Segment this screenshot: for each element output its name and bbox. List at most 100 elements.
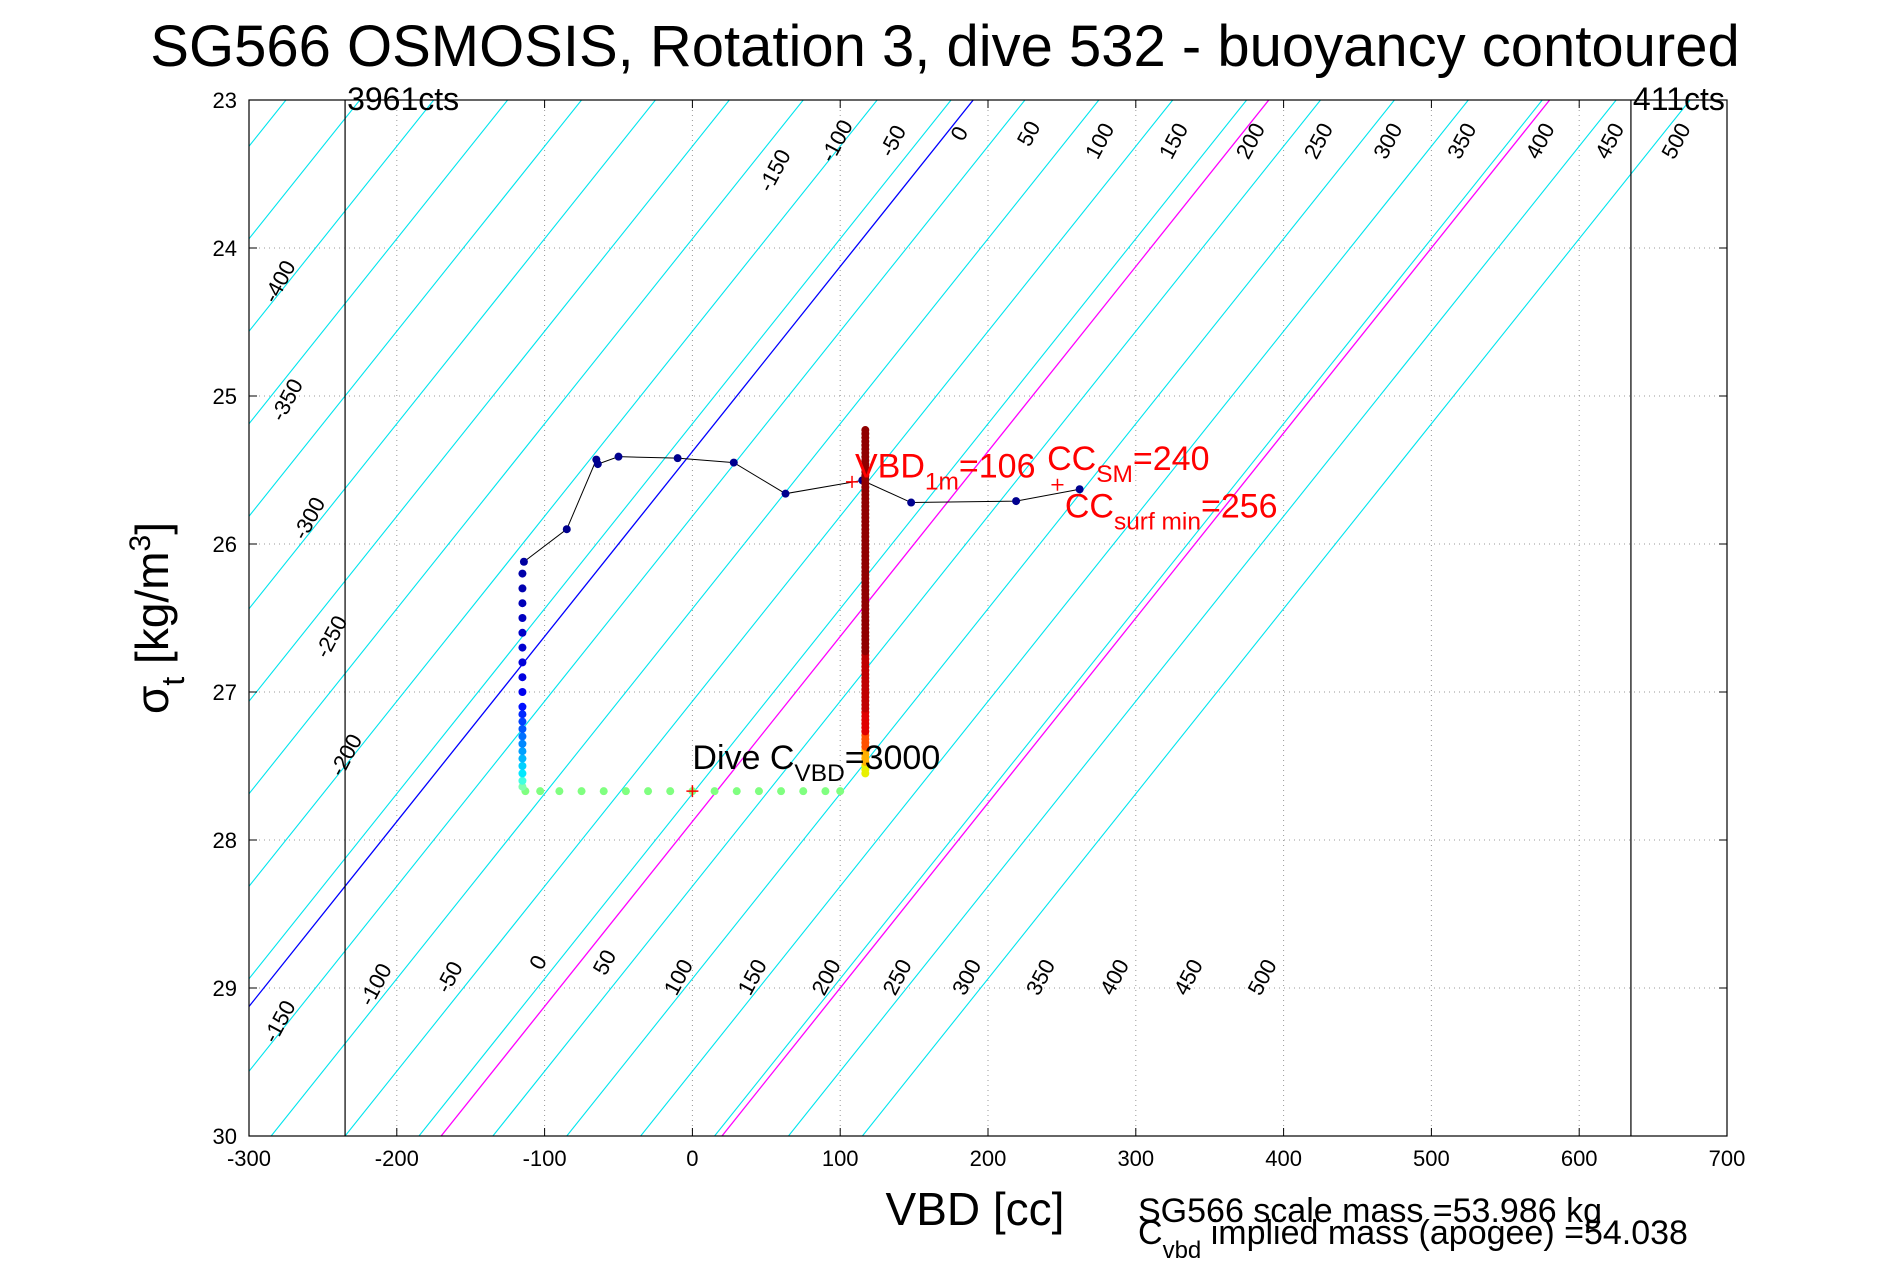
contour-label: 50 <box>588 946 622 979</box>
dive-point <box>518 702 527 711</box>
footer-implied-mass: Cvbd implied mass (apogee) =54.038 <box>1138 1214 1688 1262</box>
count-lines: 3961cts 411cts <box>344 81 1725 1136</box>
dive-point <box>518 584 527 593</box>
contour-label: 100 <box>659 955 698 999</box>
x-tick-label: 500 <box>1413 1146 1450 1171</box>
dive-point <box>754 787 763 796</box>
dive-point <box>518 658 527 667</box>
contour-label: -300 <box>288 493 331 544</box>
contour-line <box>0 100 212 1136</box>
dive-point <box>518 628 527 637</box>
y-axis-label-close: ] <box>126 522 178 535</box>
contour-label: 400 <box>1520 119 1559 163</box>
dive-point <box>614 452 623 461</box>
dive-point <box>710 787 719 796</box>
dive-point <box>518 762 527 770</box>
dive-point <box>518 769 527 778</box>
annotation-base: Dive C <box>692 739 794 777</box>
contour-label: 50 <box>1012 117 1046 150</box>
dive-point <box>536 787 545 796</box>
y-axis-label: σt [kg/m3] <box>124 522 191 714</box>
contour-line <box>861 100 1691 1136</box>
contour-line <box>249 100 952 980</box>
highlight-contour-line <box>721 100 1551 1136</box>
dive-point <box>621 787 630 796</box>
dive-point <box>518 614 527 622</box>
y-axis-ticks: 23 24 25 26 27 28 29 30 <box>213 88 1727 1149</box>
annotation-label: Dive CVBD=3000 <box>692 739 940 787</box>
contour-line <box>249 100 1026 1073</box>
contour-line <box>344 100 1174 1136</box>
contour-label: 250 <box>1299 119 1338 163</box>
highlight-contour-line <box>249 100 974 1008</box>
annotation-label: VBD1m=106 <box>855 447 1036 495</box>
x-tick-label: 200 <box>970 1146 1007 1171</box>
count-line-label: 411cts <box>1633 81 1725 117</box>
x-tick-label: 0 <box>686 1146 698 1171</box>
marker-plus <box>686 785 699 798</box>
y-axis-label-unit: [kg/m <box>126 551 178 676</box>
climb-point <box>861 426 870 435</box>
y-axis-label-sub: t <box>155 677 191 686</box>
dive-point <box>518 643 527 652</box>
x-axis-label: VBD [cc] <box>886 1183 1065 1235</box>
y-tick-label: 24 <box>213 236 237 261</box>
contour-label: 500 <box>1656 119 1695 163</box>
footer-implied-base: C <box>1138 1214 1163 1252</box>
annotation-value: =3000 <box>845 739 941 777</box>
y-tick-label: 26 <box>213 532 237 557</box>
grid-lines <box>249 100 1727 1136</box>
contour-line <box>249 100 804 795</box>
annotation-value: =240 <box>1133 440 1210 478</box>
contour-line <box>249 100 361 240</box>
annotation-base: CC <box>1047 440 1096 478</box>
contour-label: 150 <box>1154 119 1193 163</box>
contour-line <box>249 100 435 333</box>
dive-point <box>577 787 586 796</box>
contour-line <box>249 100 509 425</box>
contour-label: -400 <box>258 256 301 307</box>
dive-point <box>644 787 653 796</box>
annotation-label: CCSM=240 <box>1047 440 1209 488</box>
x-tick-label: 100 <box>822 1146 859 1171</box>
contour-label: -150 <box>753 145 796 196</box>
dive-point <box>666 787 675 796</box>
dive-point <box>518 739 527 748</box>
dive-point <box>781 489 790 498</box>
contour-line <box>249 100 656 610</box>
dive-point <box>836 787 845 796</box>
contour-label: 200 <box>807 955 846 999</box>
footer-scale-mass: SG566 scale mass =53.986 kg <box>1138 1192 1602 1230</box>
chart-title: SG566 OSMOSIS, Rotation 3, dive 532 - bu… <box>150 14 1739 79</box>
contour-line <box>249 100 878 888</box>
x-tick-label: 600 <box>1561 1146 1598 1171</box>
annotation-sub: VBD <box>794 760 844 787</box>
marker-plus <box>846 475 859 488</box>
contour-label: 300 <box>947 955 986 999</box>
contour-label: -200 <box>324 730 367 781</box>
dive-point <box>562 525 571 534</box>
y-axis-label-sup: 3 <box>124 535 157 552</box>
dive-point <box>821 787 830 796</box>
dive-point <box>518 673 527 682</box>
dive-point <box>518 782 527 791</box>
contour-label: -150 <box>258 996 301 1047</box>
contour-label: 250 <box>877 955 916 999</box>
dive-point <box>729 458 738 467</box>
x-tick-label: -100 <box>523 1146 567 1171</box>
marker-plus <box>1051 478 1064 491</box>
contour-label: -350 <box>265 375 308 426</box>
annotation-value: =256 <box>1201 487 1278 525</box>
contour-line <box>492 100 1321 1136</box>
buoyancy-contours <box>0 100 1691 1136</box>
footer-implied-sub: vbd <box>1163 1237 1202 1262</box>
x-tick-label: 700 <box>1709 1146 1746 1171</box>
dive-point <box>518 599 527 608</box>
contour-line <box>640 100 1469 1136</box>
x-tick-label: 300 <box>1117 1146 1154 1171</box>
annotation-sub: SM <box>1096 461 1133 488</box>
contour-label: 150 <box>733 955 772 999</box>
